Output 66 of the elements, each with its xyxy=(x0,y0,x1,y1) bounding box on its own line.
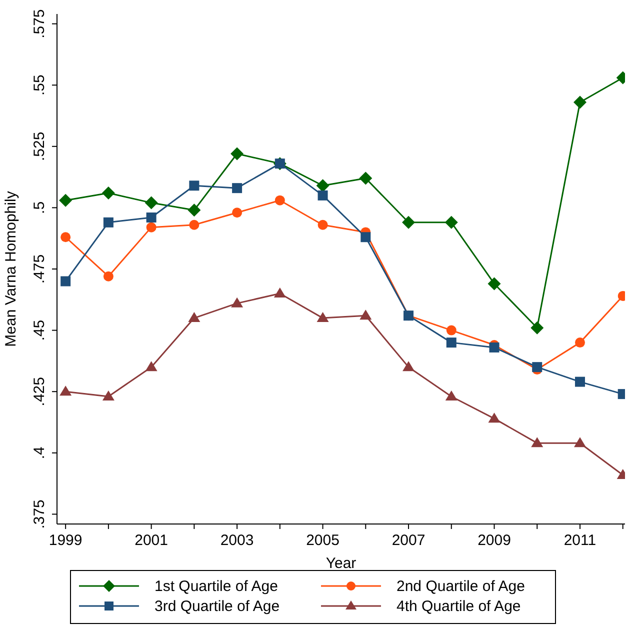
point xyxy=(60,386,72,396)
point xyxy=(59,194,72,207)
y-tick-label: .55 xyxy=(31,74,48,96)
point xyxy=(318,220,328,230)
point xyxy=(232,183,242,194)
y-tick-label: .575 xyxy=(31,9,48,38)
legend-label: 3rd Quartile of Age xyxy=(154,598,280,614)
point xyxy=(316,312,329,322)
y-tick-label: .525 xyxy=(31,132,48,162)
point xyxy=(189,220,200,230)
legend-label: 2nd Quartile of Age xyxy=(396,578,525,594)
point xyxy=(531,437,544,448)
x-tick-label: 2003 xyxy=(220,532,254,549)
x-tick-label: 2005 xyxy=(306,532,340,549)
point xyxy=(189,180,200,191)
point xyxy=(145,361,158,372)
x-tick-label: 2007 xyxy=(392,532,426,549)
point xyxy=(274,288,286,298)
point xyxy=(316,179,330,192)
x-axis-title: Year xyxy=(326,555,356,572)
point xyxy=(188,312,200,322)
point xyxy=(360,232,371,242)
y-tick-label: .4 xyxy=(31,446,48,460)
y-tick-label: .425 xyxy=(31,376,48,406)
y-tick-label: .5 xyxy=(31,201,48,214)
x-tick-label: 2009 xyxy=(478,532,511,549)
point xyxy=(103,217,114,228)
point xyxy=(102,186,115,200)
point xyxy=(102,390,114,400)
point xyxy=(146,222,156,232)
point xyxy=(231,297,244,308)
point xyxy=(488,277,501,290)
point xyxy=(573,96,586,109)
point xyxy=(60,276,71,286)
point xyxy=(103,271,114,282)
x-tick-label: 2001 xyxy=(134,532,168,549)
point xyxy=(574,437,586,448)
point xyxy=(574,376,585,387)
point xyxy=(360,310,372,320)
point xyxy=(444,216,458,229)
point xyxy=(359,172,372,185)
point xyxy=(532,362,542,372)
point xyxy=(530,321,544,334)
legend-label: 1st Quartile of Age xyxy=(154,578,278,594)
point xyxy=(144,196,158,210)
point xyxy=(146,212,156,223)
x-tick-label: 2011 xyxy=(564,532,596,549)
point xyxy=(274,195,285,206)
y-tick-label: .375 xyxy=(31,500,48,529)
point xyxy=(445,390,458,400)
point xyxy=(402,216,416,229)
x-tick-label: 1999 xyxy=(48,532,82,549)
point xyxy=(488,412,500,423)
point xyxy=(574,338,585,348)
point xyxy=(232,208,242,218)
legend-label: 4th Quartile of Age xyxy=(396,598,521,614)
point xyxy=(446,338,456,348)
point xyxy=(230,147,244,160)
point xyxy=(60,232,71,242)
point xyxy=(188,204,201,217)
y-axis-title: Mean Varna Homophily xyxy=(2,190,20,347)
y-tick-label: .475 xyxy=(31,254,48,284)
y-tick-label: .45 xyxy=(31,320,48,341)
point xyxy=(318,190,328,200)
point xyxy=(402,361,415,372)
point xyxy=(446,325,456,336)
